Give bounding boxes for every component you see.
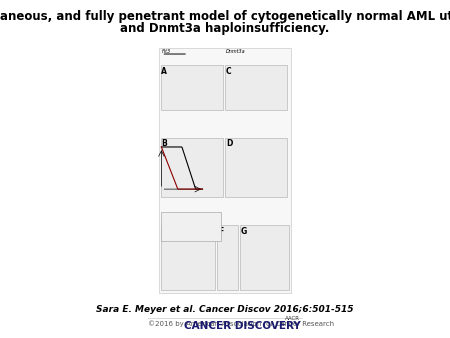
Text: F: F: [218, 226, 223, 236]
Text: D: D: [226, 139, 232, 148]
Text: CANCER DISCOVERY: CANCER DISCOVERY: [184, 320, 301, 331]
FancyBboxPatch shape: [217, 225, 238, 290]
Text: and Dnmt3a haploinsufficiency.: and Dnmt3a haploinsufficiency.: [120, 22, 330, 34]
FancyBboxPatch shape: [161, 138, 223, 197]
Text: Sara E. Meyer et al. Cancer Discov 2016;6:501-515: Sara E. Meyer et al. Cancer Discov 2016;…: [96, 305, 354, 314]
Text: AACR: AACR: [285, 315, 301, 320]
Text: C: C: [226, 67, 232, 76]
Text: E: E: [162, 226, 166, 236]
FancyBboxPatch shape: [159, 48, 291, 293]
Text: A: A: [162, 67, 167, 76]
Text: ©2016 by American Association for Cancer Research: ©2016 by American Association for Cancer…: [148, 320, 334, 327]
FancyBboxPatch shape: [161, 65, 223, 110]
FancyBboxPatch shape: [225, 138, 287, 197]
FancyBboxPatch shape: [161, 225, 215, 290]
Text: G: G: [241, 226, 247, 236]
Bar: [162, 212, 221, 241]
Text: B: B: [162, 139, 167, 148]
Text: A rapid, spontaneous, and fully penetrant model of cytogenetically normal AML ut: A rapid, spontaneous, and fully penetran…: [0, 10, 450, 23]
Text: Flt3: Flt3: [162, 49, 171, 54]
Text: Dnmt3a: Dnmt3a: [226, 49, 246, 54]
FancyBboxPatch shape: [225, 65, 287, 110]
FancyBboxPatch shape: [240, 225, 288, 290]
